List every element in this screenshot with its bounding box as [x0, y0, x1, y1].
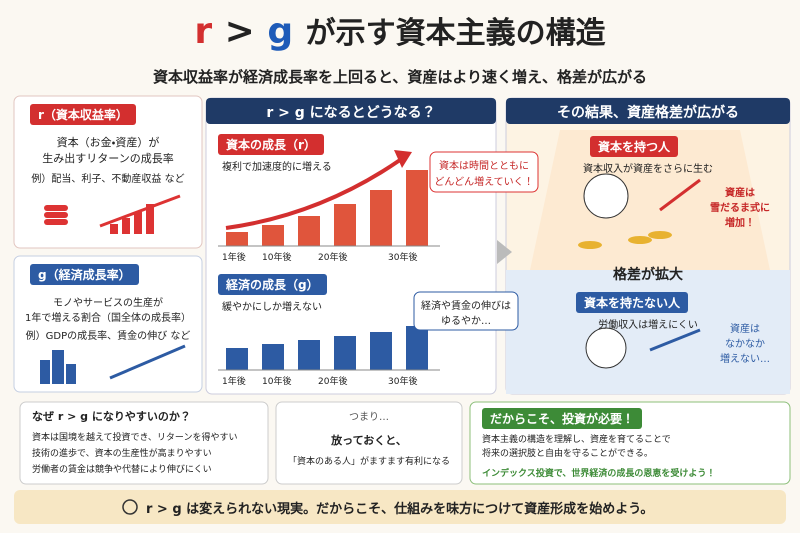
title-r: r: [194, 11, 213, 52]
g-example: 例）GDPの成長率、賃金の伸び など: [25, 331, 191, 342]
action-title: だからこそ、投資が必要！: [482, 408, 643, 429]
middle-header: r > g になるとどうなる？: [266, 105, 436, 121]
capital-label: 資本の成長（r）: [218, 134, 324, 155]
title-gt: >: [224, 11, 255, 52]
action-cta: インデックス投資で、世界経済の成長の恩恵を受けよう！: [482, 469, 716, 479]
capital-desc: 複利で加速度的に増える: [222, 162, 332, 173]
why-item: 労働者の賃金は競争や代替により伸びにくい: [32, 465, 212, 475]
why-item: 技術の進歩で、資本の生産性が高まりやすい: [32, 449, 212, 459]
why-title: なぜ r > g になりやすいのか？: [32, 410, 191, 423]
r-example: 例）配当、利子、不動産収益 など: [31, 174, 185, 185]
r-label: r（資本収益率）: [30, 104, 136, 125]
r-line: 資本（お金・資産）が: [56, 136, 160, 149]
year-label: 10年後: [262, 253, 292, 263]
year-label: 1年後: [222, 253, 246, 263]
rich-note: 増加！: [725, 218, 755, 229]
rich-note: 資産は: [725, 188, 755, 199]
year-label: 20年後: [318, 377, 348, 387]
title: r > g が示す資本主義の構造: [0, 8, 800, 52]
g-label: g（経済成長率）: [30, 264, 139, 285]
year-label: 20年後: [318, 253, 348, 263]
year-label: 10年後: [262, 377, 292, 387]
year-label: 1年後: [222, 377, 246, 387]
economy-desc: 緩やかにしか増えない: [222, 302, 322, 313]
summary-line: 放っておくと、: [331, 434, 407, 447]
title-g: g: [267, 11, 294, 52]
capital-bubble: どんどん増えていく！: [434, 177, 534, 188]
g-line: モノやサービスの生産が: [53, 298, 163, 309]
right-header: その結果、資産格差が広がる: [557, 105, 739, 121]
poor-note: 資産は: [730, 324, 760, 335]
gap-label: 格差が拡大: [613, 267, 683, 283]
poor-desc: 労働収入は増えにくい: [598, 320, 698, 331]
why-item: 資本は国境を越えて投資でき、リターンを得やすい: [32, 433, 238, 443]
title-rest: が示す資本主義の構造: [305, 16, 606, 51]
rich-desc: 資本収入が資産をさらに生む: [583, 164, 713, 175]
economy-bubble: ゆるやか…: [441, 316, 491, 327]
poor-note: なかなか: [725, 339, 765, 350]
economy-label: 経済の成長（g）: [218, 274, 327, 295]
year-label: 30年後: [388, 377, 418, 387]
subtitle: 資本収益率が経済成長率を上回ると、資産はより速く増え、格差が広がる: [152, 68, 648, 86]
action-line: 将来の選択肢と自由を守ることができる。: [482, 449, 653, 459]
year-label: 30年後: [388, 253, 418, 263]
g-line: 1年で増える割合（国全体の成長率）: [24, 313, 192, 324]
economy-bubble: 経済や賃金の伸びは: [421, 301, 511, 312]
summary-tag: つまり…: [349, 412, 389, 423]
poor-note: 増えない…: [720, 354, 770, 365]
rich-label: 資本を持つ人: [590, 136, 679, 157]
footer: r > g は変えられない現実。だからこそ、仕組みを味方につけて資産形成を始めよ…: [146, 502, 654, 517]
action-line: 資本主義の構造を理解し、資産を育てることで: [482, 435, 671, 445]
capital-bubble: 資本は時間とともに: [439, 161, 529, 172]
r-line: 生み出すリターンの成長率: [42, 152, 174, 165]
poor-label: 資本を持たない人: [576, 292, 689, 313]
rich-note: 雪だるま式に: [710, 203, 770, 214]
summary-line: 「資本のある人」がますます有利になる: [287, 457, 450, 467]
